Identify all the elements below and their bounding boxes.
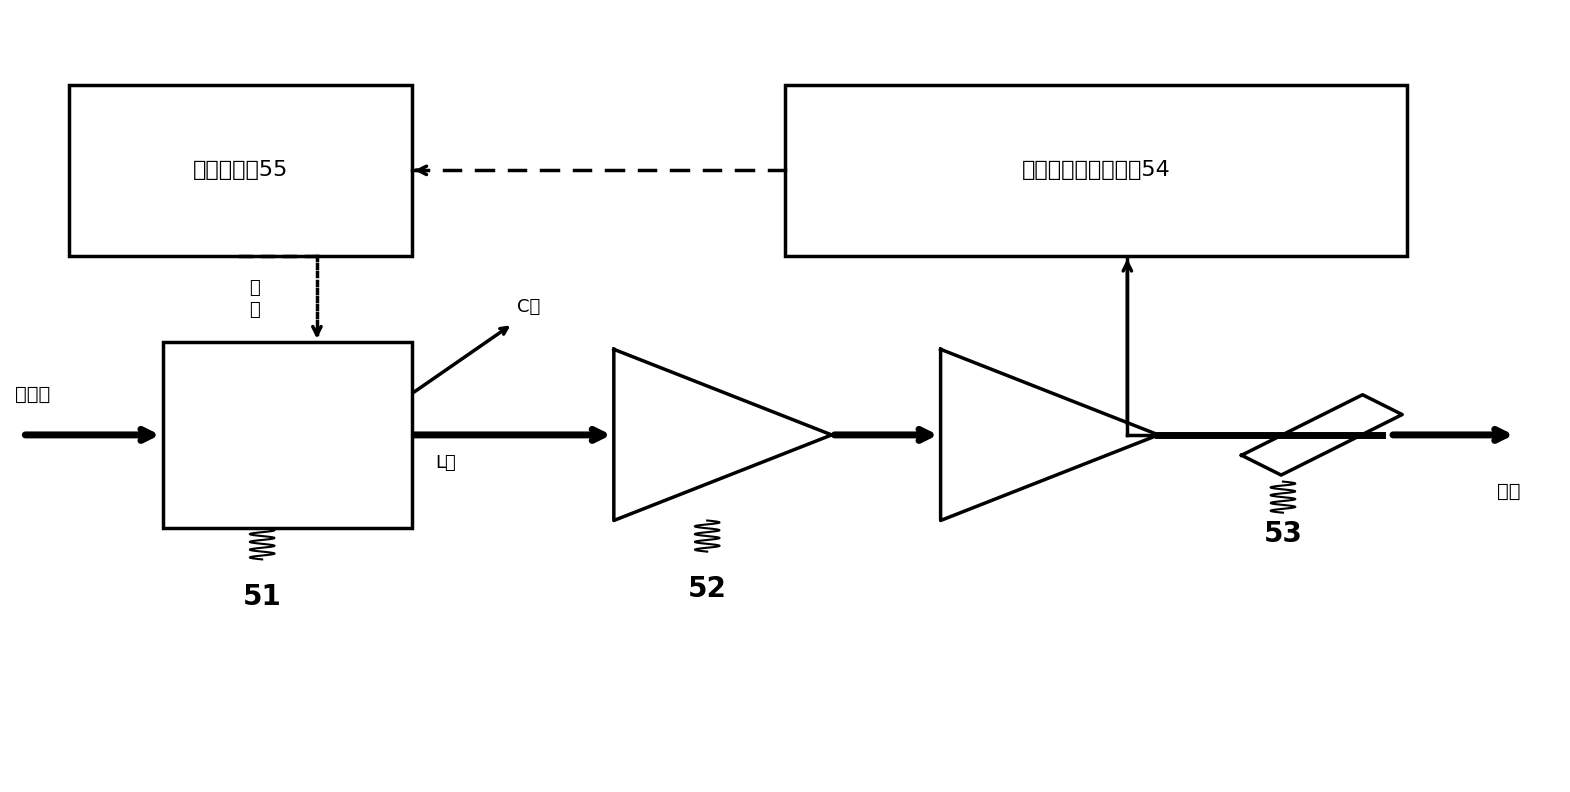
Bar <box>785 85 1407 256</box>
Bar <box>69 85 411 256</box>
Text: 输出: 输出 <box>1496 482 1520 501</box>
Text: 自参考零频探测装置54: 自参考零频探测装置54 <box>1022 160 1171 181</box>
Text: 滤波放大器55: 滤波放大器55 <box>193 160 287 181</box>
Text: 波层光: 波层光 <box>14 385 50 404</box>
Bar <box>163 341 411 528</box>
Text: 51: 51 <box>243 583 281 611</box>
Text: 53: 53 <box>1264 520 1303 549</box>
Text: C波: C波 <box>518 298 540 316</box>
Text: 要
控: 要 控 <box>250 279 261 319</box>
Text: L波: L波 <box>435 455 455 472</box>
Text: 52: 52 <box>688 575 727 603</box>
